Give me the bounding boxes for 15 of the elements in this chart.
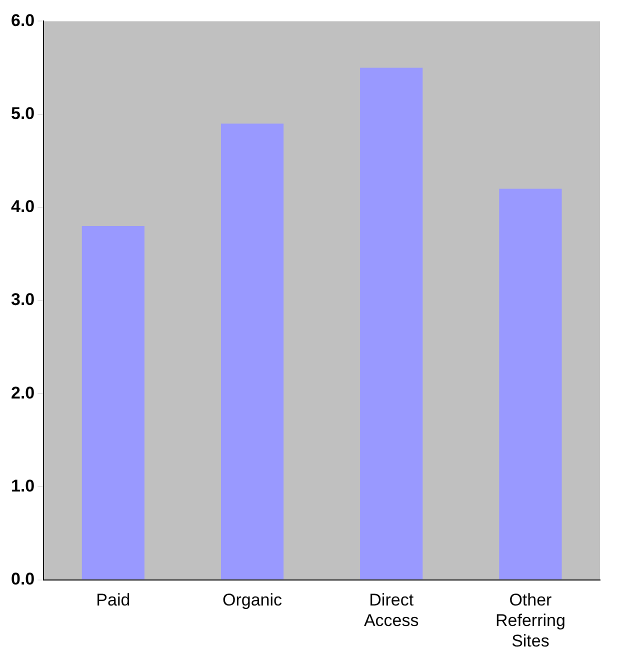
x-tick-label: Organic xyxy=(222,590,283,610)
y-tick-label: 1.0 xyxy=(10,476,35,496)
x-tick-label: Direct Access xyxy=(364,590,419,630)
y-tick-label: 4.0 xyxy=(10,197,35,216)
y-tick-label: 2.0 xyxy=(10,383,35,402)
y-tick-label: 0.0 xyxy=(10,569,35,588)
y-tick-label: 5.0 xyxy=(10,104,35,123)
bar xyxy=(499,188,562,580)
y-tick-label: 3.0 xyxy=(10,290,35,310)
x-tick-label: Paid xyxy=(96,590,130,610)
bar xyxy=(82,226,144,580)
bar xyxy=(360,68,423,580)
y-tick-label: 6.0 xyxy=(10,10,35,30)
x-tick-label: Other Referring Sites xyxy=(495,590,566,650)
bar xyxy=(220,124,284,580)
